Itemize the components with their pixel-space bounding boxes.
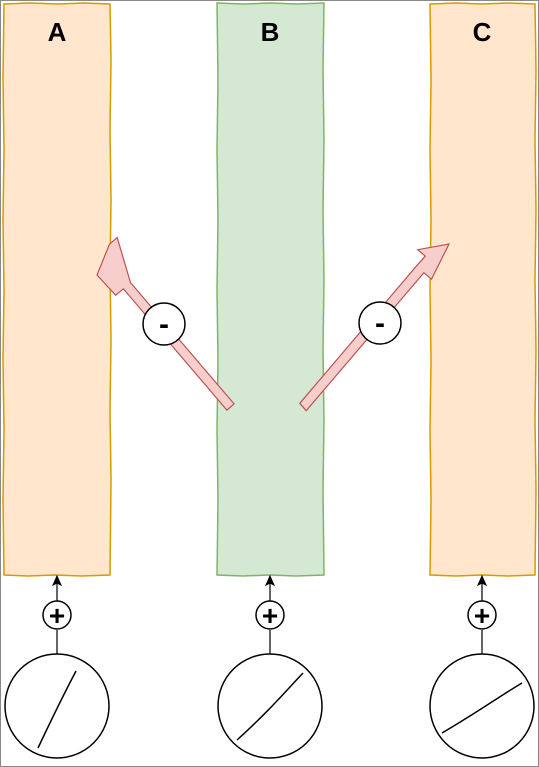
- input-a-sign-circle: [42, 600, 72, 630]
- input-b-sign-circle: [255, 600, 285, 630]
- input-a-gauge-needle: [37, 670, 77, 749]
- input-c-sign: +: [474, 600, 490, 631]
- input-c-sign-circle: [467, 600, 497, 630]
- inhibit-arrow-b-to-c: -: [299, 243, 451, 412]
- column-c-bar: [429, 2, 537, 577]
- input-b-gauge-needle: [236, 672, 304, 741]
- arrow-b-to-c-sign: -: [375, 307, 385, 340]
- input-b-arrowhead: [264, 574, 276, 587]
- input-a-sign: +: [49, 600, 65, 631]
- arrow-b-to-a-sign: -: [159, 308, 169, 341]
- column-b-bar: [216, 2, 325, 577]
- column-b: B: [216, 2, 325, 577]
- input-b-gauge: [217, 653, 323, 759]
- column-c-label: C: [473, 17, 492, 47]
- column-b-label: B: [261, 17, 280, 47]
- input-c-gauge: [429, 653, 535, 759]
- column-a-label: A: [48, 17, 67, 47]
- column-a: A: [2, 2, 112, 577]
- column-c: C: [429, 2, 537, 577]
- input-b: +: [217, 574, 323, 759]
- arrow-b-to-a-sign-circle: [142, 302, 186, 346]
- input-c-gauge-needle: [441, 682, 523, 734]
- input-b-sign: +: [262, 600, 278, 631]
- column-a-bar: [2, 2, 112, 577]
- input-c: +: [429, 574, 535, 759]
- inhibit-arrow-b-to-a: -: [96, 236, 235, 411]
- input-c-arrowhead: [476, 574, 488, 587]
- input-a-gauge: [4, 653, 110, 759]
- input-a-arrowhead: [51, 574, 63, 587]
- input-a: +: [4, 574, 110, 759]
- arrow-b-to-c-sign-circle: [358, 301, 402, 345]
